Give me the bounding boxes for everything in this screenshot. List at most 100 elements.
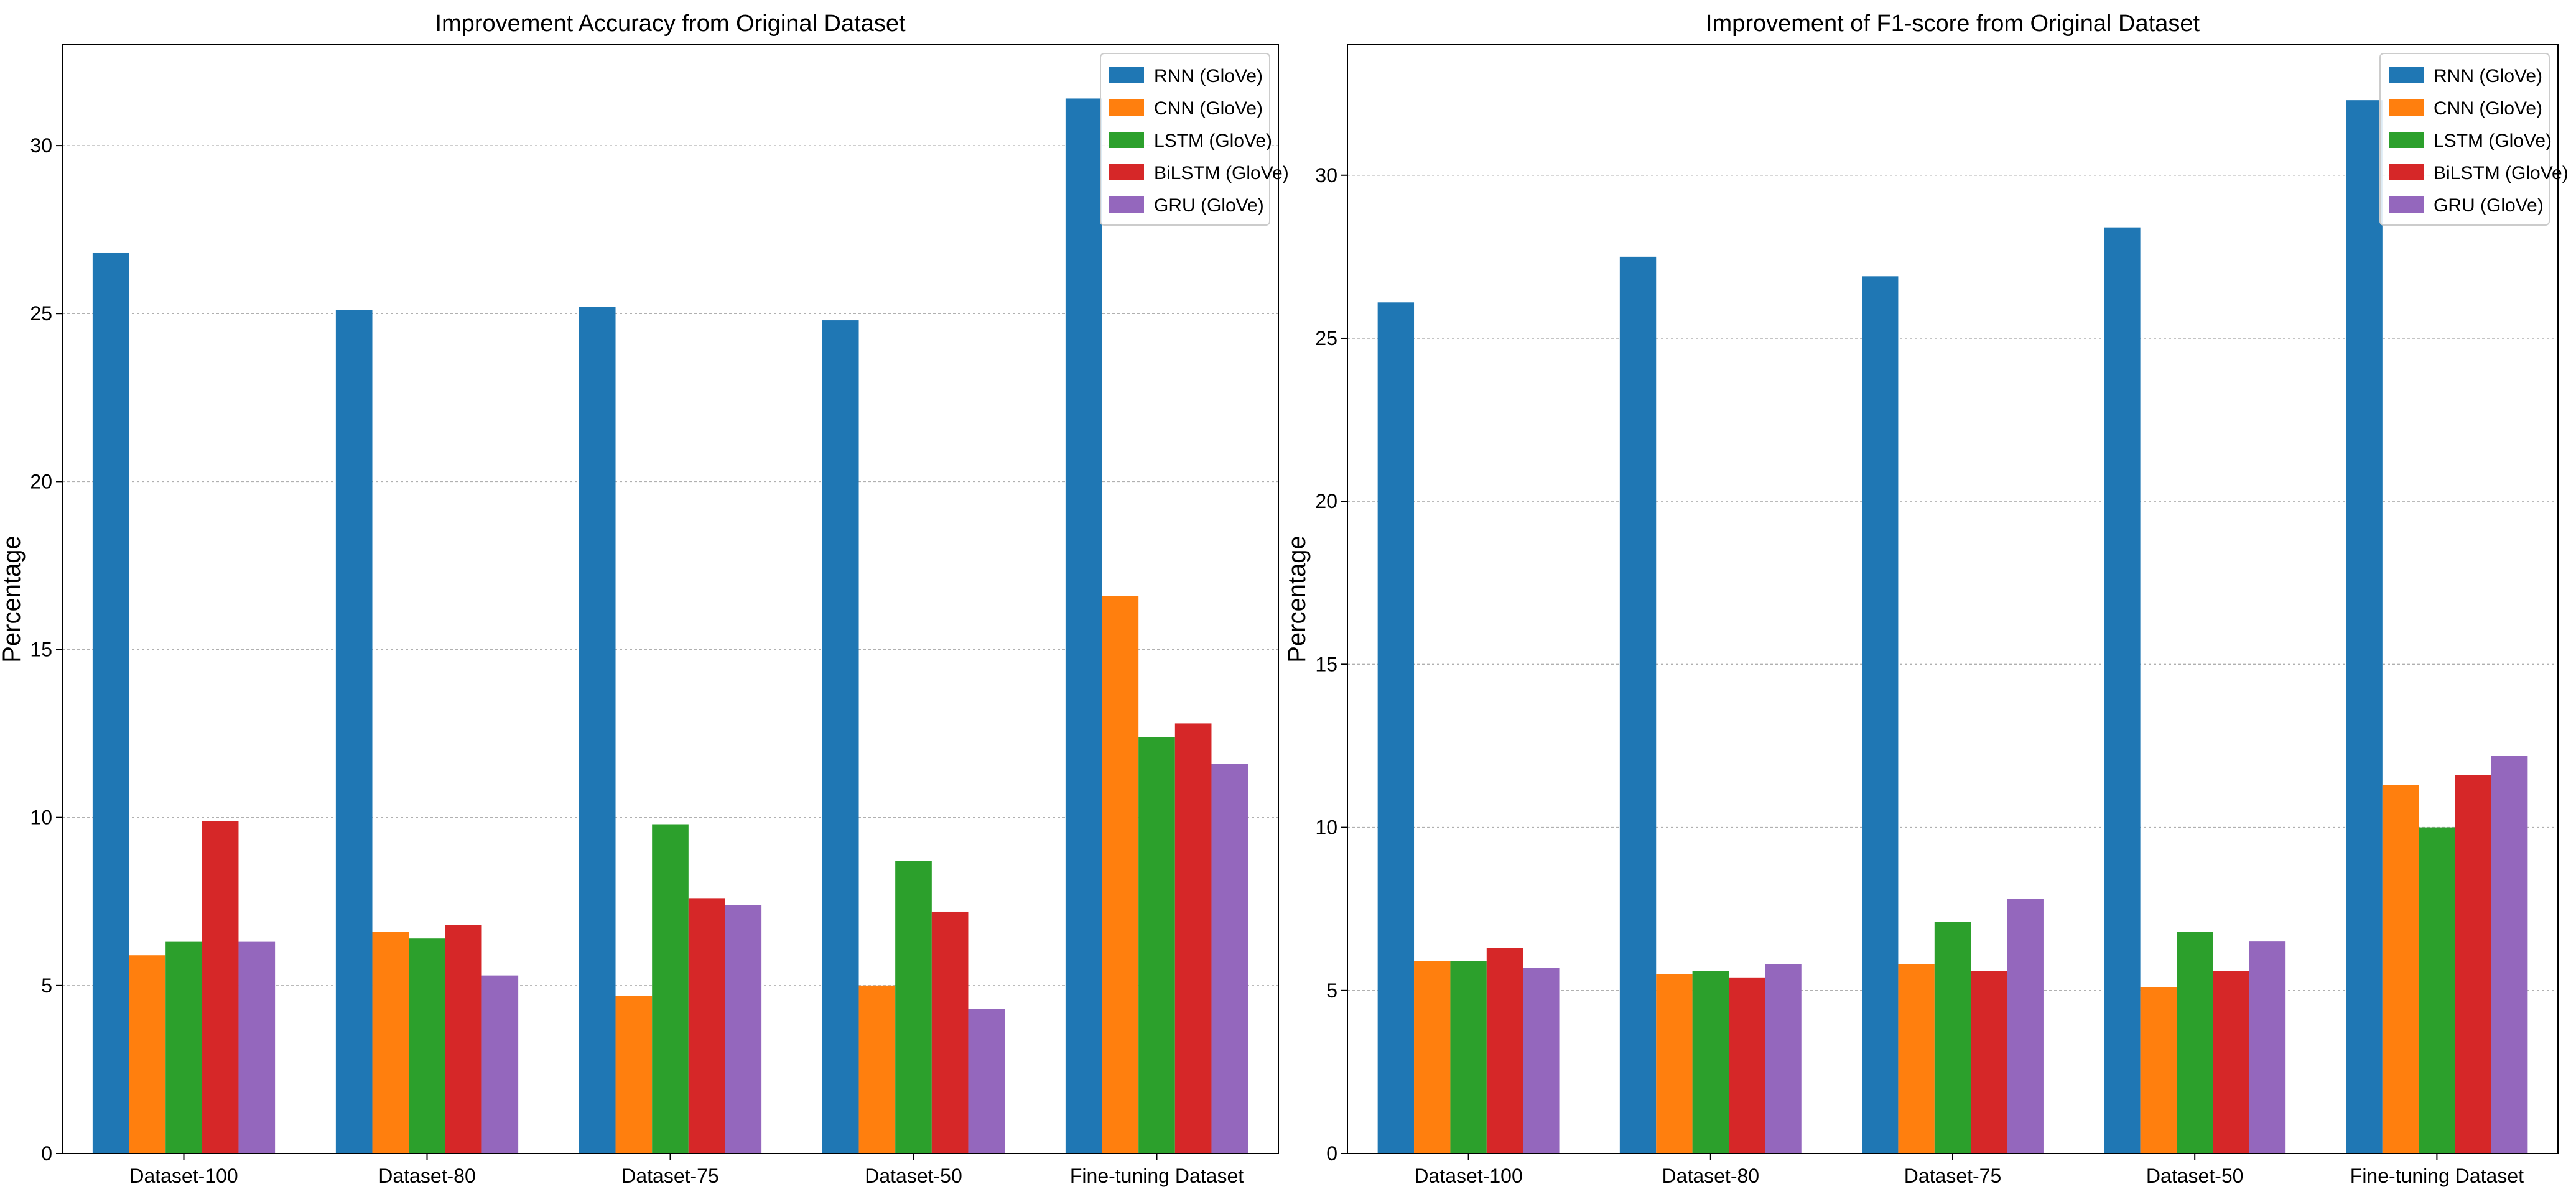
legend-label: RNN (GloVe)	[2434, 66, 2542, 86]
bar-rnn-4	[2104, 227, 2141, 1153]
y-tick-label: 30	[30, 134, 52, 157]
bar-lstm-4	[895, 861, 932, 1153]
legend-swatch	[2389, 164, 2424, 180]
x-tick-label: Fine-tuning Dataset	[1070, 1165, 1244, 1187]
bar-rnn-1	[92, 252, 129, 1153]
bar-cnn-4	[858, 985, 896, 1153]
x-tick-label: Dataset-80	[378, 1165, 476, 1187]
bar-bilstm-2	[445, 925, 482, 1153]
x-tick-label: Dataset-50	[2146, 1165, 2244, 1187]
bar-gru-3	[2007, 899, 2044, 1153]
x-tick-label: Dataset-75	[1904, 1165, 2002, 1187]
bar-lstm-1	[165, 941, 202, 1153]
bar-gru-3	[725, 905, 762, 1153]
bar-bilstm-4	[931, 911, 969, 1153]
x-tick-label: Dataset-100	[1414, 1165, 1522, 1187]
legend-label: GRU (GloVe)	[1154, 195, 1264, 216]
legend: RNN (GloVe) CNN (GloVe) LSTM (GloVe) BiLSTM…	[1100, 53, 1289, 226]
bar-rnn-2	[335, 310, 373, 1154]
legend-label: RNN (GloVe)	[1154, 66, 1263, 86]
bar-lstm-2	[409, 938, 445, 1153]
chart-1: 0 5 10 15 20 25 30 Dataset-100 Dataset-80 Dataset…	[0, 11, 1289, 1187]
bar-lstm-5	[1138, 737, 1175, 1153]
bar-lstm-2	[1692, 971, 1729, 1153]
y-axis-label: Percentage	[1283, 535, 1311, 663]
legend-swatch	[2389, 99, 2424, 116]
bar-gru-2	[1765, 964, 1802, 1153]
bar-bilstm-5	[1174, 723, 1212, 1153]
bar-cnn-4	[2140, 987, 2177, 1153]
bar-cnn-1	[129, 955, 166, 1153]
legend-swatch	[2389, 196, 2424, 213]
y-tick-label: 30	[1315, 164, 1337, 187]
bar-cnn-5	[1102, 596, 1139, 1153]
bar-lstm-4	[2177, 932, 2213, 1153]
bar-cnn-5	[2382, 785, 2419, 1153]
y-tick-label: 10	[30, 807, 52, 829]
bar-rnn-1	[1377, 302, 1415, 1154]
bar-lstm-1	[1450, 961, 1487, 1153]
bar-gru-4	[968, 1009, 1005, 1153]
bar-rnn-4	[822, 320, 859, 1153]
y-tick-label: 15	[30, 639, 52, 661]
bar-bilstm-1	[1486, 948, 1523, 1153]
legend: RNN (GloVe) CNN (GloVe) LSTM (GloVe) BiLSTM…	[2379, 53, 2569, 226]
legend-label: LSTM (GloVe)	[2434, 131, 2552, 151]
x-tick-label: Dataset-75	[621, 1165, 719, 1187]
bar-lstm-5	[2419, 827, 2455, 1153]
legend-label: LSTM (GloVe)	[1154, 131, 1272, 151]
bar-bilstm-3	[1971, 971, 2007, 1153]
bar-lstm-3	[652, 824, 689, 1153]
legend-label: BiLSTM (GloVe)	[1154, 163, 1289, 183]
y-tick-label: 20	[30, 470, 52, 492]
bar-cnn-3	[1898, 964, 1935, 1153]
y-axis-label: Percentage	[0, 535, 26, 663]
y-tick-label: 5	[41, 974, 52, 997]
bar-cnn-2	[372, 932, 409, 1153]
bar-rnn-3	[1862, 276, 1899, 1153]
y-tick-label: 0	[1326, 1142, 1337, 1165]
legend-label: BiLSTM (GloVe)	[2434, 163, 2569, 183]
x-tick-label: Fine-tuning Dataset	[2350, 1165, 2524, 1187]
y-tick-label: 15	[1315, 653, 1337, 675]
legend-swatch	[1109, 164, 1144, 180]
chart-title: Improvement of F1-score from Original Da…	[1706, 11, 2200, 37]
x-tick-label: Dataset-50	[865, 1165, 962, 1187]
bar-bilstm-5	[2455, 775, 2491, 1153]
bar-gru-5	[2491, 756, 2528, 1153]
legend-box	[1100, 53, 1270, 226]
bar-rnn-3	[579, 307, 616, 1153]
bar-gru-1	[238, 941, 276, 1153]
legend-swatch	[2389, 67, 2424, 83]
bar-bilstm-2	[1728, 977, 1765, 1153]
bar-bilstm-3	[688, 898, 725, 1153]
y-tick-label: 25	[30, 302, 52, 325]
legend-label: GRU (GloVe)	[2434, 195, 2544, 216]
bar-rnn-5	[2346, 100, 2383, 1153]
legend-box	[2379, 53, 2550, 226]
bar-bilstm-4	[2213, 971, 2249, 1153]
bar-gru-5	[1211, 764, 1248, 1153]
bar-rnn-2	[1619, 256, 1657, 1153]
bar-cnn-1	[1414, 961, 1451, 1153]
legend-swatch	[2389, 132, 2424, 148]
bar-gru-1	[1523, 968, 1560, 1153]
bar-cnn-3	[615, 996, 653, 1153]
chart-title: Improvement Accuracy from Original Datas…	[435, 11, 905, 37]
legend-swatch	[1109, 99, 1144, 116]
bar-bilstm-1	[202, 821, 239, 1153]
bar-gru-2	[481, 975, 519, 1153]
x-tick-label: Dataset-80	[1662, 1165, 1760, 1187]
y-tick-label: 10	[1315, 816, 1337, 839]
chart-2: 0 5 10 15 20 25 30 Dataset-100 Dataset-80 Dataset…	[1283, 11, 2569, 1187]
legend-label: CNN (GloVe)	[2434, 98, 2542, 119]
y-tick-label: 0	[41, 1142, 52, 1165]
legend-swatch	[1109, 67, 1144, 83]
y-tick-label: 5	[1326, 979, 1337, 1002]
legend-swatch	[1109, 132, 1144, 148]
x-tick-label: Dataset-100	[129, 1165, 238, 1187]
bar-cnn-2	[1656, 974, 1693, 1153]
legend-label: CNN (GloVe)	[1154, 98, 1263, 119]
bar-lstm-3	[1934, 922, 1971, 1153]
